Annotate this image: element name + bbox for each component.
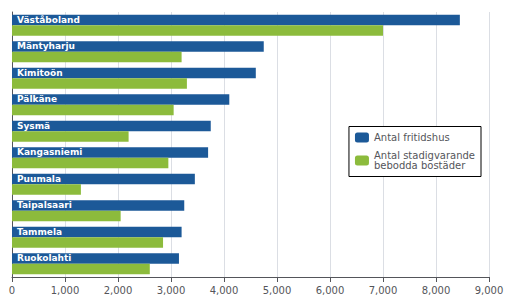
svg-text:2,000: 2,000 [104,285,133,296]
svg-text:bebodda bostäder: bebodda bostäder [374,160,466,171]
svg-text:Kimitoön: Kimitoön [17,68,63,78]
svg-text:4,000: 4,000 [210,285,239,296]
svg-text:8,000: 8,000 [422,285,451,296]
svg-text:0: 0 [9,285,15,296]
svg-text:7,000: 7,000 [369,285,398,296]
svg-text:3,000: 3,000 [157,285,186,296]
svg-text:Taipalsaari: Taipalsaari [17,200,72,210]
svg-text:Kangasniemi: Kangasniemi [17,147,82,157]
svg-text:Tammela: Tammela [17,227,62,237]
svg-text:5,000: 5,000 [263,285,292,296]
svg-text:Mäntyharju: Mäntyharju [17,41,75,51]
svg-text:1,000: 1,000 [51,285,80,296]
svg-text:9,000: 9,000 [475,285,504,296]
svg-text:Antal fritidshus: Antal fritidshus [374,132,450,143]
svg-text:Väståboland: Väståboland [17,15,80,25]
svg-text:Antal stadigvarande: Antal stadigvarande [374,150,475,161]
svg-text:6,000: 6,000 [316,285,345,296]
svg-text:Pälkäne: Pälkäne [17,94,57,104]
svg-text:Sysmä: Sysmä [17,121,50,131]
svg-text:Ruokolahti: Ruokolahti [17,253,71,263]
svg-text:Puumala: Puumala [17,174,61,184]
